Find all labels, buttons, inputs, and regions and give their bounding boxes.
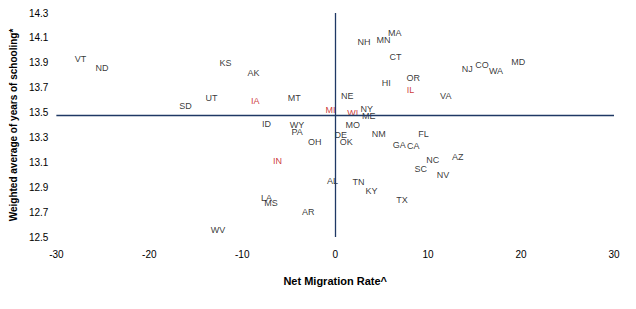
svg-text:VA: VA (440, 91, 451, 101)
svg-text:12.7: 12.7 (29, 207, 49, 218)
svg-text:13.7: 13.7 (29, 82, 49, 93)
svg-text:CO: CO (475, 60, 489, 70)
svg-text:MO: MO (346, 120, 361, 130)
svg-text:OK: OK (340, 137, 353, 147)
svg-text:IL: IL (407, 85, 415, 95)
svg-text:ME: ME (362, 111, 376, 121)
svg-text:SC: SC (414, 164, 427, 174)
svg-text:-10: -10 (235, 249, 250, 260)
svg-text:30: 30 (608, 249, 620, 260)
svg-text:12.9: 12.9 (29, 182, 49, 193)
svg-text:12.5: 12.5 (29, 232, 49, 243)
svg-text:CA: CA (407, 141, 420, 151)
svg-text:OH: OH (308, 137, 322, 147)
svg-text:NE: NE (341, 91, 354, 101)
svg-text:AK: AK (247, 68, 259, 78)
svg-text:-20: -20 (142, 249, 157, 260)
svg-text:TN: TN (352, 177, 364, 187)
svg-text:OR: OR (407, 73, 421, 83)
svg-text:13.1: 13.1 (29, 157, 49, 168)
svg-text:HI: HI (382, 78, 391, 88)
svg-text:Weighted average of years of s: Weighted average of years of schooling* (8, 29, 19, 222)
svg-text:TX: TX (396, 195, 408, 205)
svg-text:ND: ND (95, 63, 108, 73)
svg-text:SD: SD (179, 101, 192, 111)
svg-text:WV: WV (211, 225, 226, 235)
svg-text:PA: PA (291, 127, 302, 137)
svg-text:GA: GA (393, 140, 406, 150)
svg-text:0: 0 (332, 249, 338, 260)
svg-text:20: 20 (515, 249, 527, 260)
svg-text:AL: AL (327, 176, 338, 186)
svg-text:14.3: 14.3 (29, 8, 49, 19)
svg-text:KY: KY (365, 186, 377, 196)
svg-text:13.9: 13.9 (29, 57, 49, 68)
svg-text:CT: CT (390, 52, 402, 62)
svg-text:10: 10 (423, 249, 435, 260)
svg-text:AZ: AZ (452, 152, 464, 162)
svg-text:IN: IN (273, 156, 282, 166)
svg-text:KS: KS (220, 58, 232, 68)
svg-text:MD: MD (511, 57, 525, 67)
svg-text:NJ: NJ (462, 64, 473, 74)
svg-text:IA: IA (251, 96, 260, 106)
svg-text:MN: MN (377, 35, 391, 45)
svg-text:-30: -30 (49, 249, 64, 260)
svg-text:UT: UT (206, 93, 218, 103)
svg-text:ID: ID (262, 119, 272, 129)
svg-text:VT: VT (75, 54, 87, 64)
svg-text:MT: MT (288, 93, 301, 103)
svg-text:Net Migration Rate^: Net Migration Rate^ (283, 275, 387, 287)
svg-text:AR: AR (302, 207, 315, 217)
svg-text:NV: NV (437, 170, 450, 180)
svg-text:MI: MI (326, 105, 336, 115)
svg-text:WA: WA (489, 66, 503, 76)
svg-text:13.3: 13.3 (29, 132, 49, 143)
svg-text:MS: MS (264, 198, 278, 208)
svg-text:13.5: 13.5 (29, 107, 49, 118)
svg-text:NM: NM (372, 129, 386, 139)
svg-text:NC: NC (426, 155, 439, 165)
svg-text:NH: NH (357, 37, 370, 47)
svg-text:FL: FL (418, 129, 429, 139)
svg-text:14.1: 14.1 (29, 32, 49, 43)
